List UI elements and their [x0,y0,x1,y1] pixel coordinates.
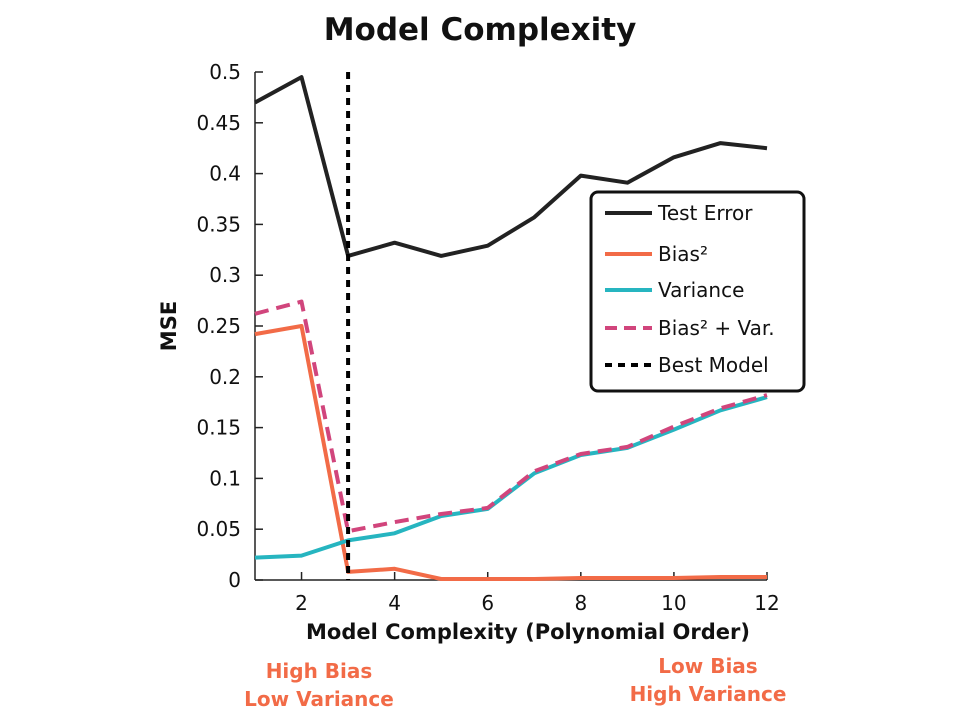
legend-label-1: Bias² [658,242,708,266]
series-line-3 [254,299,768,534]
y-ticks: 0 0.05 0.1 0.15 0.2 0.25 0.3 0.35 0.4 0.45 0.5 [196,60,263,592]
legend-label-4: Best Model [658,353,769,377]
y-tick-label: 0.45 [196,111,241,135]
series-lines [254,75,768,581]
annotations: High Bias Low Variance Low Bias High Var… [244,654,786,711]
y-tick-label: 0.25 [196,314,241,338]
series-line-1 [254,324,767,581]
y-tick-label: 0.05 [196,517,241,541]
y-tick-label: 0.1 [209,466,241,490]
plot-area: 0 0.05 0.1 0.15 0.2 0.25 0.3 0.35 0.4 0.45 0.5 2 4 6… [196,60,779,615]
y-tick-label: 0.35 [196,212,241,236]
x-tick-label: 2 [295,591,308,615]
y-tick-label: 0.4 [209,162,241,186]
annotation-right-line-1: Low Bias [658,654,757,678]
legend-label-3: Bias² + Var. [658,316,775,340]
annotation-left-line-1: High Bias [266,659,373,683]
chart-title: Model Complexity [324,12,637,48]
legend-items: Test Error Bias² Variance Bias² + Var. Best … [605,201,775,377]
annotation-right-line-2: High Variance [630,682,787,706]
x-axis-label: Model Complexity (Polynomial Order) [306,620,750,644]
x-tick-label: 12 [754,591,779,615]
legend-box [589,190,806,393]
y-tick-label: 0.2 [209,365,241,389]
x-tick-label: 10 [661,591,686,615]
y-tick-label: 0 [228,568,241,592]
x-tick-label: 6 [481,591,494,615]
x-tick-label: 8 [574,591,587,615]
y-tick-label: 0.5 [209,60,241,84]
x-ticks: 2 4 6 8 10 12 [295,572,780,615]
y-tick-label: 0.15 [196,416,241,440]
annotation-left-line-2: Low Variance [244,687,394,711]
y-axis-label: MSE [157,301,181,351]
legend-label-2: Variance [658,278,744,302]
legend-label-0: Test Error [657,201,753,225]
y-tick-label: 0.3 [209,263,241,287]
legend: Test Error Bias² Variance Bias² + Var. Best … [589,190,806,393]
series-line-0 [254,75,768,258]
x-tick-label: 4 [388,591,401,615]
